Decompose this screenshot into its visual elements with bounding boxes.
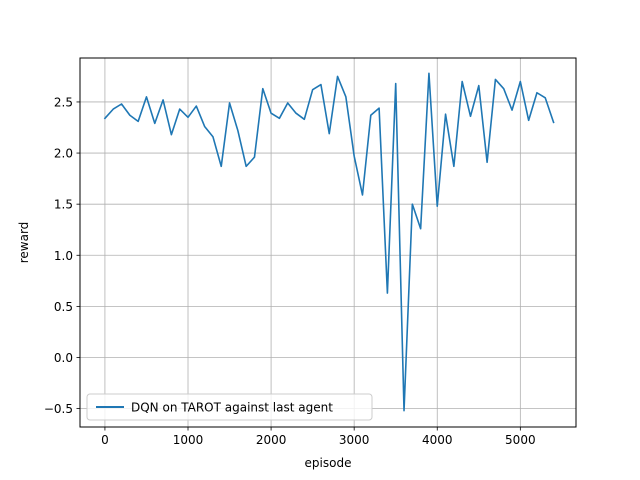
y-tick-label: 1.5 xyxy=(54,198,73,212)
grid xyxy=(80,58,576,427)
y-axis-label: reward xyxy=(17,222,31,264)
y-tick-label: 2.5 xyxy=(54,95,73,109)
plot-area xyxy=(80,58,576,427)
plot-frame xyxy=(79,57,577,428)
y-tick-label: −0.5 xyxy=(44,402,73,416)
y-tick-label: 2.0 xyxy=(54,147,73,161)
x-tick-label: 2000 xyxy=(256,433,287,447)
series-line xyxy=(103,72,555,412)
legend: DQN on TAROT against last agent xyxy=(86,393,373,421)
ticks: 0 1000 2000 3000 4000 5000 −0.5 0.0 0.5 1.0 1.5 2.0… xyxy=(44,95,536,447)
x-tick-label: 3000 xyxy=(339,433,370,447)
x-tick-label: 1000 xyxy=(173,433,204,447)
legend-label: DQN on TAROT against last agent xyxy=(131,401,333,415)
x-axis-label: episode xyxy=(305,456,352,470)
legend-box xyxy=(86,393,373,421)
series-layer xyxy=(103,72,555,412)
x-tick-label: 5000 xyxy=(505,433,536,447)
y-tick-label: 1.0 xyxy=(54,249,73,263)
x-tick-label: 4000 xyxy=(422,433,453,447)
x-tick-label: 0 xyxy=(101,433,109,447)
y-tick-label: 0.0 xyxy=(54,351,73,365)
y-tick-label: 0.5 xyxy=(54,300,73,314)
